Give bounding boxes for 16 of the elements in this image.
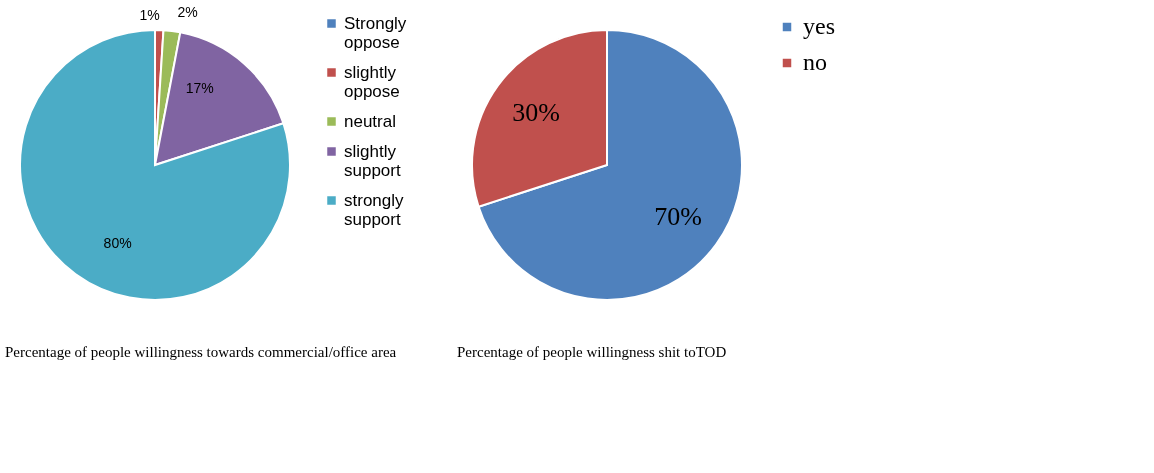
- legend-label: strongly support: [344, 190, 405, 229]
- pie-slice: [19, 29, 291, 301]
- legend-label: Strongly oppose: [344, 13, 407, 52]
- text: Percentage of people willingness shit toTOD: [457, 344, 727, 360]
- data-label: 2%: [177, 4, 198, 21]
- legend-label: neutral: [344, 111, 396, 131]
- text: Percentage of people willingness towards commercial/office area: [5, 344, 397, 360]
- legend-label: yes: [803, 13, 835, 39]
- data-label: 1%: [139, 7, 160, 24]
- legend-label: slightly support: [344, 141, 401, 180]
- data-label: 70%: [654, 201, 702, 231]
- data-label: 17%: [185, 80, 214, 97]
- data-label: 30%: [512, 98, 560, 128]
- legend-label: no: [803, 49, 827, 75]
- legend-label: slightly oppose: [344, 62, 400, 101]
- data-label: 80%: [103, 235, 132, 252]
